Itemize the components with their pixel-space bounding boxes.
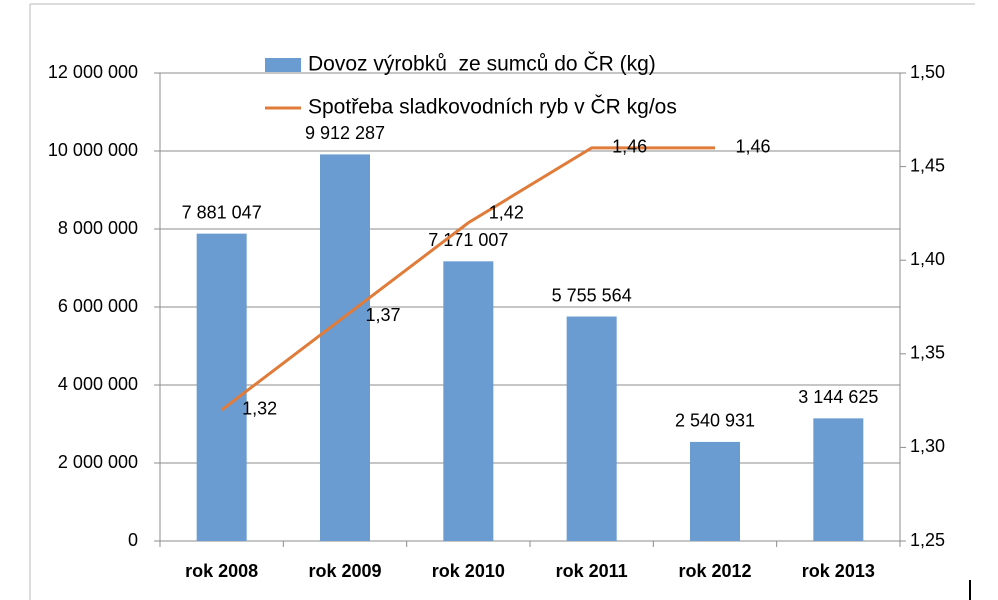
y-tick-label: 4 000 000 — [58, 374, 138, 394]
data-label: 1,42 — [489, 203, 524, 223]
y2-tick-label: 1,40 — [910, 249, 945, 269]
bar — [320, 154, 370, 541]
data-label: 7 171 007 — [428, 230, 508, 250]
legend-label: Spotřeba sladkovodních ryb v ČR kg/os — [308, 96, 677, 119]
y-tick-label: 6 000 000 — [58, 296, 138, 316]
data-label: 7 881 047 — [182, 202, 262, 222]
y-tick-label: 12 000 000 — [48, 62, 138, 82]
legend-label: Dovoz výrobků ze sumců do ČR (kg) — [308, 53, 656, 76]
data-label: 1,32 — [242, 399, 277, 419]
bar — [196, 233, 247, 541]
data-label: 1,46 — [612, 137, 647, 157]
data-label: 2 540 931 — [675, 411, 755, 431]
data-label: 3 144 625 — [798, 387, 878, 407]
y-tick-label: 10 000 000 — [48, 140, 138, 160]
y2-tick-label: 1,30 — [910, 436, 945, 456]
data-label: 1,37 — [365, 305, 400, 325]
x-tick-label: rok 2013 — [802, 561, 875, 581]
x-tick-label: rok 2009 — [308, 561, 381, 581]
bar — [690, 441, 740, 541]
legend-swatch — [265, 58, 301, 72]
x-tick-label: rok 2012 — [678, 561, 751, 581]
data-label: 5 755 564 — [552, 285, 632, 305]
y2-tick-label: 1,50 — [910, 62, 945, 82]
y-tick-label: 2 000 000 — [58, 452, 138, 472]
data-label: 1,46 — [735, 137, 770, 157]
x-tick-label: rok 2010 — [432, 561, 505, 581]
y2-tick-label: 1,45 — [910, 155, 945, 175]
y2-tick-label: 1,35 — [910, 343, 945, 363]
line — [220, 146, 715, 412]
bar — [443, 261, 494, 541]
bar — [813, 418, 864, 541]
y-tick-label: 0 — [128, 530, 138, 550]
bar — [566, 316, 617, 541]
y2-tick-label: 1,25 — [910, 530, 945, 550]
y-tick-label: 8 000 000 — [58, 218, 138, 238]
x-tick-label: rok 2011 — [556, 561, 628, 581]
x-tick-label: rok 2008 — [185, 561, 258, 581]
data-label: 9 912 287 — [305, 123, 385, 143]
